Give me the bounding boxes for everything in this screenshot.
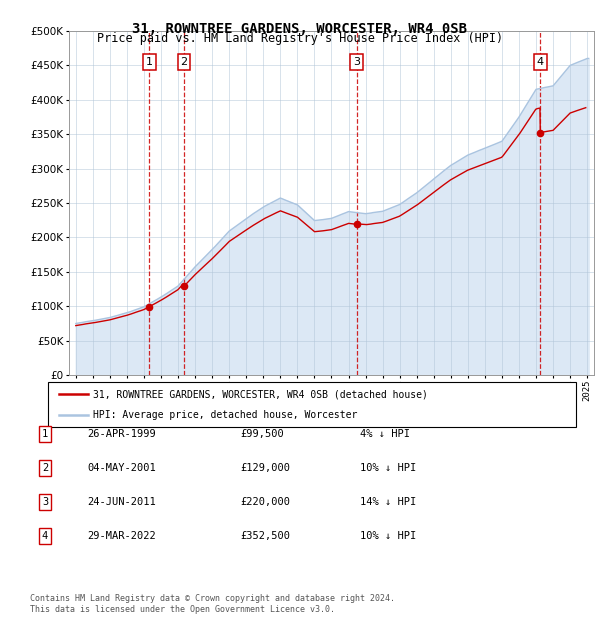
Text: Contains HM Land Registry data © Crown copyright and database right 2024.
This d: Contains HM Land Registry data © Crown c… — [30, 595, 395, 614]
Text: 10% ↓ HPI: 10% ↓ HPI — [360, 531, 416, 541]
Text: 4: 4 — [537, 57, 544, 67]
Text: £220,000: £220,000 — [240, 497, 290, 507]
Text: 2: 2 — [181, 57, 187, 67]
Text: 31, ROWNTREE GARDENS, WORCESTER, WR4 0SB (detached house): 31, ROWNTREE GARDENS, WORCESTER, WR4 0SB… — [93, 389, 428, 399]
Text: 3: 3 — [42, 497, 48, 507]
Text: £129,000: £129,000 — [240, 463, 290, 473]
Text: £352,500: £352,500 — [240, 531, 290, 541]
Text: £99,500: £99,500 — [240, 429, 284, 439]
Text: 1: 1 — [146, 57, 153, 67]
Text: 10% ↓ HPI: 10% ↓ HPI — [360, 463, 416, 473]
Text: 31, ROWNTREE GARDENS, WORCESTER, WR4 0SB: 31, ROWNTREE GARDENS, WORCESTER, WR4 0SB — [133, 22, 467, 36]
Text: 26-APR-1999: 26-APR-1999 — [87, 429, 156, 439]
Text: 04-MAY-2001: 04-MAY-2001 — [87, 463, 156, 473]
Text: 4% ↓ HPI: 4% ↓ HPI — [360, 429, 410, 439]
Text: Price paid vs. HM Land Registry's House Price Index (HPI): Price paid vs. HM Land Registry's House … — [97, 32, 503, 45]
Text: 1: 1 — [42, 429, 48, 439]
Text: 3: 3 — [353, 57, 360, 67]
Text: 29-MAR-2022: 29-MAR-2022 — [87, 531, 156, 541]
Text: 14% ↓ HPI: 14% ↓ HPI — [360, 497, 416, 507]
FancyBboxPatch shape — [48, 382, 576, 427]
Text: 24-JUN-2011: 24-JUN-2011 — [87, 497, 156, 507]
Text: 2: 2 — [42, 463, 48, 473]
Text: 4: 4 — [42, 531, 48, 541]
Text: HPI: Average price, detached house, Worcester: HPI: Average price, detached house, Worc… — [93, 410, 357, 420]
